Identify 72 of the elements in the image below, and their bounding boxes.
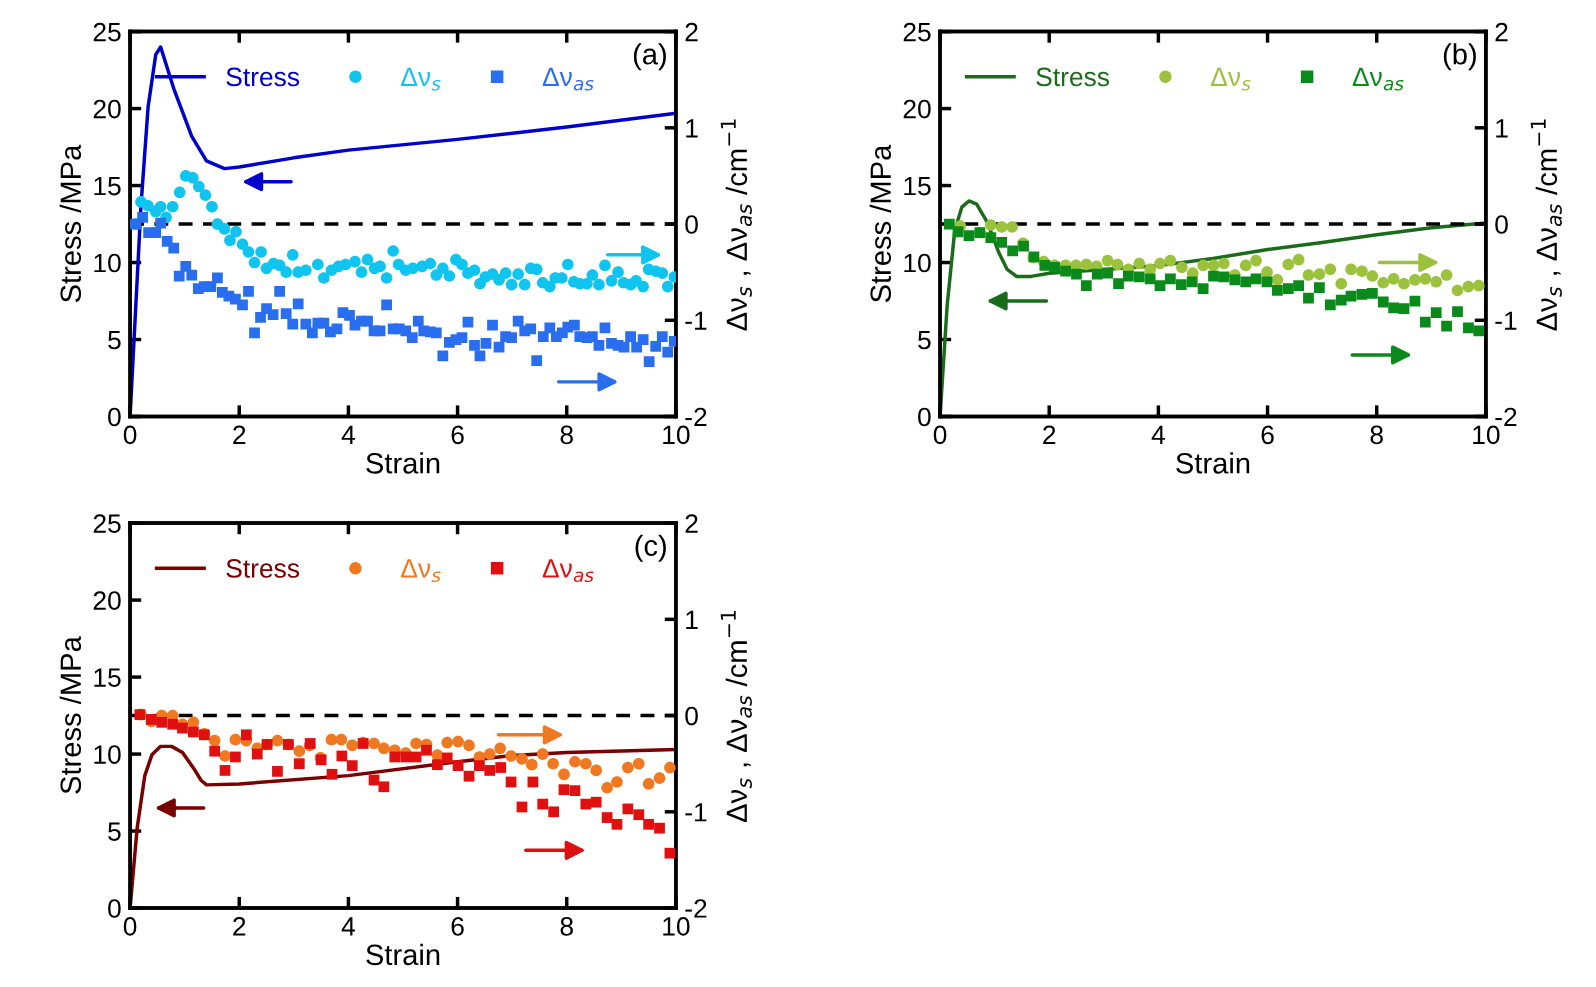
x-tick-label: 10 <box>663 917 690 936</box>
x-tick-label: 0 <box>123 425 137 445</box>
x-tick-label: 8 <box>560 425 573 445</box>
y-tick-label: 25 <box>93 22 121 42</box>
y-tick-label: 20 <box>93 591 121 610</box>
y-tick-label: 20 <box>903 99 931 119</box>
x-axis-title: Strain <box>1176 452 1250 474</box>
x-tick-label: 4 <box>1151 425 1165 444</box>
y-tick-label: 10 <box>94 253 121 273</box>
y2-tick-label: -2 <box>1495 407 1517 427</box>
y2-tick-label: 0 <box>685 706 698 726</box>
x-tick-label: 0 <box>123 917 137 936</box>
y-tick-label: 15 <box>904 176 931 196</box>
y-tick-label: 20 <box>93 99 121 119</box>
y-tick-label: 0 <box>108 899 121 918</box>
y-tick-label: 25 <box>903 22 931 42</box>
annotation: (b) <box>1443 43 1476 71</box>
x-tick-label: 8 <box>560 917 573 936</box>
legend-label: Δν$_{as}$ <box>542 67 594 91</box>
legend-label: Δν$_{s}$ <box>401 559 441 583</box>
y-tick-label: 5 <box>108 330 121 350</box>
y-tick-label: 15 <box>94 668 121 687</box>
legend-label: Stress <box>226 67 300 87</box>
y-axis-title: Stress /MPa <box>869 144 892 303</box>
y-axis-title: Stress /MPa <box>59 636 82 794</box>
legend-label: Stress <box>1036 67 1110 87</box>
y2-tick-label: -2 <box>685 899 707 918</box>
y2-tick-label: 2 <box>685 514 698 533</box>
y-tick-label: 5 <box>918 330 931 350</box>
y2-axis-title: Δν$_{s}$ , Δν$_{as}$ /cm$^{−1}$ <box>720 119 752 331</box>
x-tick-label: 2 <box>233 917 246 936</box>
annotation: (a) <box>633 43 666 71</box>
y2-tick-label: 1 <box>1496 119 1508 138</box>
y2-tick-label: -1 <box>685 803 707 822</box>
y2-axis-title: Δν$_{s}$ , Δν$_{as}$ /cm$^{−1}$ <box>1530 119 1562 331</box>
y-tick-label: 0 <box>108 407 121 427</box>
x-tick-label: 6 <box>1261 425 1274 445</box>
y-tick-label: 5 <box>108 822 121 841</box>
x-axis-title: Strain <box>366 943 440 966</box>
x-tick-label: 2 <box>1043 425 1056 444</box>
x-tick-label: 8 <box>1370 425 1383 445</box>
y2-tick-label: 0 <box>685 215 698 234</box>
y-tick-label: 10 <box>904 253 931 273</box>
legend-label: Stress <box>226 559 300 578</box>
x-tick-label: 4 <box>341 425 355 444</box>
annotation: (c) <box>635 534 666 562</box>
legend-label: Δν$_{as}$ <box>542 559 594 583</box>
y2-tick-label: 1 <box>686 119 698 138</box>
y2-tick-label: 1 <box>686 610 698 629</box>
y2-tick-label: 2 <box>685 22 698 42</box>
legend-label: Δν$_{s}$ <box>1211 67 1251 91</box>
x-tick-label: 0 <box>933 425 947 445</box>
x-tick-label: 2 <box>233 425 246 444</box>
y2-tick-label: -1 <box>1495 311 1517 330</box>
legend-label: Δν$_{as}$ <box>1352 67 1404 91</box>
y2-tick-label: -1 <box>685 311 707 330</box>
y2-tick-label: 0 <box>1495 215 1508 234</box>
x-tick-label: 6 <box>451 425 464 445</box>
x-tick-label: 10 <box>1473 425 1500 445</box>
x-tick-label: 6 <box>451 917 464 936</box>
y-tick-label: 25 <box>93 514 121 533</box>
y2-tick-label: 2 <box>1495 22 1508 42</box>
x-tick-label: 4 <box>341 917 355 936</box>
y2-tick-label: -2 <box>685 407 707 427</box>
x-tick-label: 10 <box>663 425 690 445</box>
y-axis-title: Stress /MPa <box>59 144 82 303</box>
y-tick-label: 15 <box>94 176 121 196</box>
legend-label: Δν$_{s}$ <box>401 67 441 91</box>
y-tick-label: 0 <box>918 407 931 427</box>
y2-axis-title: Δν$_{s}$ , Δν$_{as}$ /cm$^{−1}$ <box>720 610 752 823</box>
x-axis-title: Strain <box>366 452 440 474</box>
y-tick-label: 10 <box>94 745 121 764</box>
